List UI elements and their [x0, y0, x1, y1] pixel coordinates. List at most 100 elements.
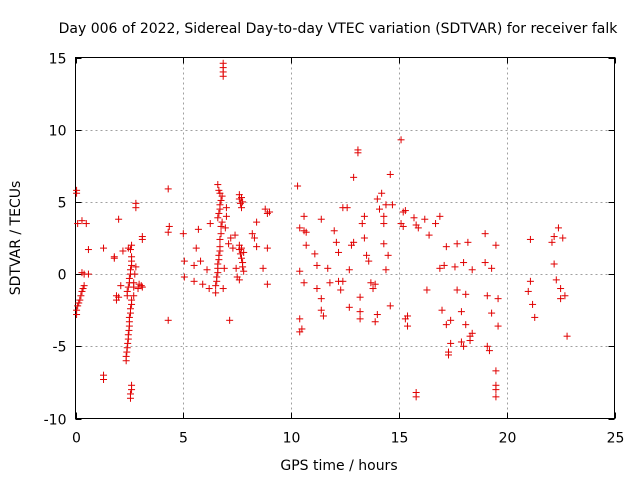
data-point: [326, 279, 334, 287]
data-point: [216, 243, 224, 251]
data-point: [213, 273, 221, 281]
data-point: [492, 393, 500, 401]
data-point: [128, 296, 136, 304]
data-point: [180, 273, 188, 281]
data-point: [552, 276, 560, 284]
data-point: [215, 209, 223, 217]
data-point: [218, 218, 226, 226]
data-point: [481, 230, 489, 238]
data-point: [74, 302, 82, 310]
data-point: [294, 182, 302, 190]
data-point: [436, 264, 444, 272]
data-point: [138, 283, 146, 291]
data-point: [313, 261, 321, 269]
data-point: [384, 251, 392, 259]
data-point: [131, 270, 139, 278]
data-point: [296, 267, 304, 275]
data-point: [313, 285, 321, 293]
data-point: [214, 260, 222, 268]
data-point: [239, 198, 247, 206]
data-point: [82, 220, 90, 228]
data-point: [375, 205, 383, 213]
data-point: [84, 246, 92, 254]
data-point: [557, 285, 565, 293]
data-point: [261, 205, 269, 213]
data-point: [388, 201, 396, 209]
data-point: [214, 181, 222, 189]
data-point: [77, 292, 85, 300]
data-point: [451, 263, 459, 271]
data-point: [468, 266, 476, 274]
data-point: [125, 274, 133, 282]
data-point: [190, 277, 198, 285]
data-point: [124, 244, 132, 252]
data-point: [124, 331, 132, 339]
data-point: [180, 257, 188, 265]
data-point: [126, 266, 134, 274]
data-point: [421, 215, 429, 223]
data-point: [137, 282, 145, 290]
data-point: [550, 233, 558, 241]
data-point: [206, 220, 214, 228]
data-point: [414, 224, 422, 232]
data-point: [232, 264, 240, 272]
x-tick-labels: 0 5 10 15 20 25: [72, 431, 624, 447]
data-point: [80, 282, 88, 290]
x-tick-label: 20: [499, 431, 517, 447]
data-point: [324, 264, 332, 272]
data-point: [227, 234, 235, 242]
data-point: [100, 376, 108, 384]
data-point: [373, 311, 381, 319]
data-point: [399, 222, 407, 230]
data-point: [332, 238, 340, 246]
data-point: [125, 313, 133, 321]
data-point: [319, 312, 327, 320]
data-point: [215, 186, 223, 194]
data-point: [73, 189, 81, 197]
data-point: [494, 322, 502, 330]
y-tick-labels: -10 -5 0 5 10 15: [44, 52, 67, 429]
data-point: [248, 230, 256, 238]
data-point: [404, 312, 412, 320]
data-point: [462, 321, 470, 329]
data-point: [462, 290, 470, 298]
data-point: [345, 303, 353, 311]
data-point: [382, 266, 390, 274]
data-point: [483, 292, 491, 300]
data-point: [128, 253, 136, 261]
data-point: [345, 266, 353, 274]
data-point: [130, 292, 138, 300]
data-point: [356, 293, 364, 301]
data-point: [356, 308, 364, 316]
data-point: [302, 241, 310, 249]
data-point: [192, 244, 200, 252]
data-point: [259, 264, 267, 272]
data-point: [397, 136, 405, 144]
data-point: [337, 286, 345, 294]
data-point: [529, 300, 537, 308]
data-point: [238, 204, 246, 212]
data-point: [132, 263, 140, 271]
x-tick-label: 5: [179, 431, 188, 447]
data-point: [363, 251, 371, 259]
data-point: [561, 292, 569, 300]
data-point: [235, 276, 243, 284]
y-tick-label: 15: [49, 52, 67, 68]
data-point: [100, 244, 108, 252]
data-point: [410, 214, 418, 222]
data-point: [559, 234, 567, 242]
data-point: [78, 217, 86, 225]
data-points: [73, 59, 571, 402]
data-point: [358, 220, 366, 228]
data-point: [126, 394, 134, 402]
data-point: [488, 264, 496, 272]
data-point: [240, 267, 248, 275]
data-point: [134, 285, 142, 293]
data-point: [464, 238, 472, 246]
data-point: [238, 254, 246, 262]
y-tick-label: -10: [44, 413, 67, 429]
data-point: [492, 386, 500, 394]
data-point: [360, 234, 368, 242]
data-point: [468, 329, 476, 337]
data-point: [360, 212, 368, 220]
